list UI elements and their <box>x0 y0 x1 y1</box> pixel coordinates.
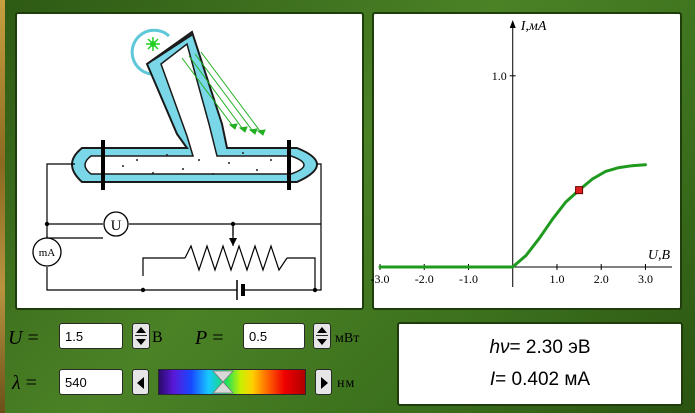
ammeter-label: mA <box>39 247 56 259</box>
y-axis-arrow <box>509 20 516 28</box>
electron-dots <box>122 152 272 175</box>
spin-up-icon[interactable] <box>136 327 146 333</box>
rheostat-slider-arrow[interactable] <box>229 224 237 246</box>
power-label: P = <box>195 327 224 349</box>
voltage-label: U = <box>8 327 39 349</box>
rheostat-resistor <box>184 244 288 272</box>
wavelength-spectrum-slider[interactable] <box>158 369 306 395</box>
voltage-unit: В <box>152 329 163 346</box>
wavelength-input[interactable]: 540 <box>59 369 123 395</box>
arrow-left-icon <box>137 377 144 389</box>
x-tick-label: -1.0 <box>459 272 478 286</box>
vacuum-tube <box>71 30 318 183</box>
wavelength-decrease-button[interactable] <box>132 369 149 395</box>
wavelength-unit: нм <box>337 376 356 391</box>
y-tick-label: 1.0 <box>492 69 507 83</box>
lamp-arc <box>130 28 171 76</box>
light-rays <box>181 51 266 136</box>
circuit-wires <box>46 163 322 291</box>
x-tick-label: 1.0 <box>549 272 564 286</box>
current-value: = 0.402 мА <box>495 369 591 390</box>
chart-canvas: -3.0 -2.0 -1.0 1.0 2.0 3.0 1.0 I,мА U,В <box>371 19 672 287</box>
x-axis-label: U,В <box>648 248 671 263</box>
iv-curve-line <box>378 163 647 269</box>
slider-thumb[interactable] <box>210 369 236 395</box>
circuit-panel: U mA <box>15 12 364 310</box>
power-unit: мВт <box>335 331 360 346</box>
operating-point-marker <box>575 186 584 195</box>
battery-icon <box>236 280 262 300</box>
arrow-right-icon <box>321 377 328 389</box>
voltage-spinner[interactable] <box>132 323 150 349</box>
results-panel: hν= 2.30 эВ I= 0.402 мА <box>397 322 683 406</box>
iv-characteristic-chart: -3.0 -2.0 -1.0 1.0 2.0 3.0 1.0 I,мА U,В <box>371 12 682 310</box>
photocell-circuit-diagram: U mA <box>32 28 322 300</box>
photon-energy-readout: hν= 2.30 эВ <box>399 337 681 359</box>
wavelength-label: λ = <box>12 372 37 394</box>
photocurrent-readout: I= 0.402 мА <box>399 369 681 391</box>
light-source-icon <box>146 37 160 51</box>
spin-down-icon[interactable] <box>136 339 146 345</box>
current-symbol: I <box>489 369 496 390</box>
power-spinner[interactable] <box>313 323 331 349</box>
photon-energy-value: = 2.30 эВ <box>509 337 591 358</box>
power-input[interactable]: 0.5 <box>243 323 305 349</box>
x-tick-label: 2.0 <box>594 272 609 286</box>
spin-up-icon[interactable] <box>317 327 327 333</box>
voltmeter <box>103 211 129 237</box>
x-tick-label: -3.0 <box>371 272 390 286</box>
ammeter <box>32 237 62 267</box>
spin-down-icon[interactable] <box>317 339 327 345</box>
wavelength-increase-button[interactable] <box>315 369 332 395</box>
photon-energy-symbol: hν <box>489 337 510 358</box>
voltmeter-label: U <box>111 218 122 234</box>
x-tick-label: 3.0 <box>638 272 653 286</box>
y-axis-label: I,мА <box>520 19 547 34</box>
window-edge <box>0 0 5 413</box>
voltage-input[interactable]: 1.5 <box>59 323 123 349</box>
x-tick-label: -2.0 <box>415 272 434 286</box>
